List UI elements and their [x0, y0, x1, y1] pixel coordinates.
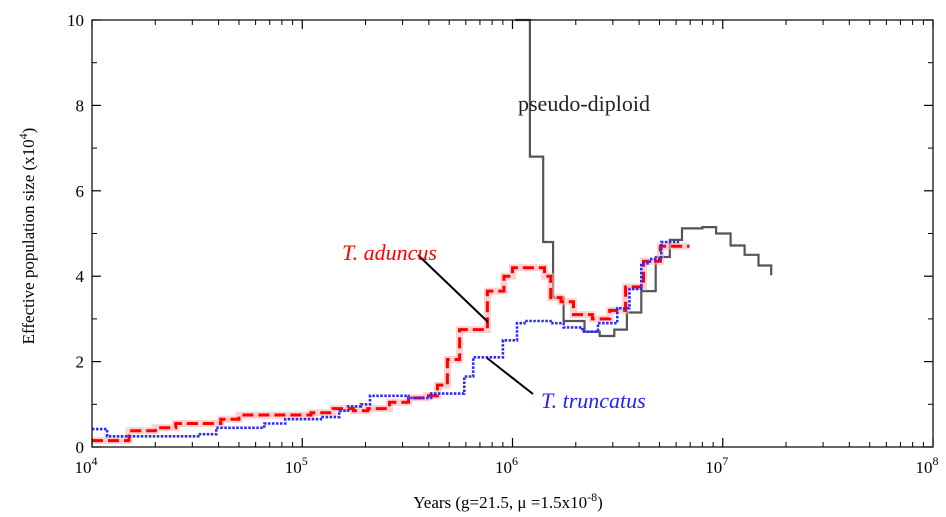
- plot-frame: [91, 19, 934, 448]
- y-tick-label: 2: [76, 353, 85, 372]
- leader-aduncus: [417, 254, 489, 323]
- y-tick-label: 6: [76, 182, 85, 201]
- x-tick-label: 104: [75, 454, 98, 477]
- x-tick-label: 107: [705, 454, 728, 477]
- y-axis-label: Effective population size (x104): [16, 128, 38, 345]
- y-tick-label: 0: [76, 438, 85, 457]
- series-line-t-aduncus: [92, 244, 690, 443]
- annotation-pseudo-diploid: pseudo-diploid: [518, 91, 650, 116]
- x-axis-label: Years (g=21.5, μ =1.5x10-8): [413, 490, 603, 512]
- annotation-t-aduncus: T. aduncus: [342, 240, 437, 265]
- y-tick-label: 10: [67, 11, 84, 30]
- x-tick-label: 108: [916, 454, 939, 477]
- series-line-t-truncatus: [92, 240, 680, 438]
- y-tick-label: 4: [76, 267, 85, 286]
- y-tick-label: 8: [76, 96, 85, 115]
- x-tick-label: 106: [495, 454, 518, 477]
- leader-truncatus: [486, 357, 534, 395]
- annotation-t-truncatus: T. truncatus: [541, 388, 646, 413]
- x-tick-label: 105: [285, 454, 308, 477]
